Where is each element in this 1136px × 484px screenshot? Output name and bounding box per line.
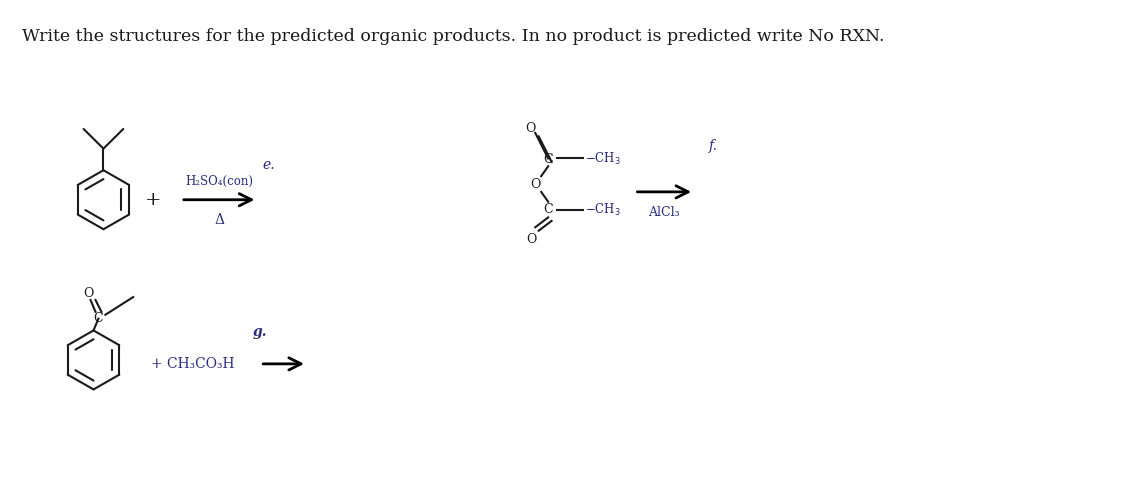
Text: H₂SO₄(con): H₂SO₄(con) (185, 175, 253, 188)
Text: Δ: Δ (214, 212, 224, 227)
Text: +: + (144, 191, 161, 209)
Text: AlCl₃: AlCl₃ (649, 206, 680, 219)
Text: C: C (93, 312, 103, 325)
Text: g.: g. (253, 325, 268, 339)
Text: O: O (526, 232, 536, 245)
Text: O: O (531, 178, 541, 191)
Text: C: C (543, 153, 553, 166)
Text: O: O (83, 287, 94, 300)
Text: $-$CH$_3$: $-$CH$_3$ (585, 151, 620, 166)
Text: f.: f. (709, 139, 718, 152)
Text: + CH₃CO₃H: + CH₃CO₃H (151, 357, 234, 371)
Text: O: O (525, 122, 535, 136)
Text: Write the structures for the predicted organic products. In no product is predic: Write the structures for the predicted o… (22, 28, 885, 45)
Text: $-$CH$_3$: $-$CH$_3$ (585, 201, 620, 218)
Text: e.: e. (262, 158, 276, 172)
Text: C: C (543, 203, 553, 216)
